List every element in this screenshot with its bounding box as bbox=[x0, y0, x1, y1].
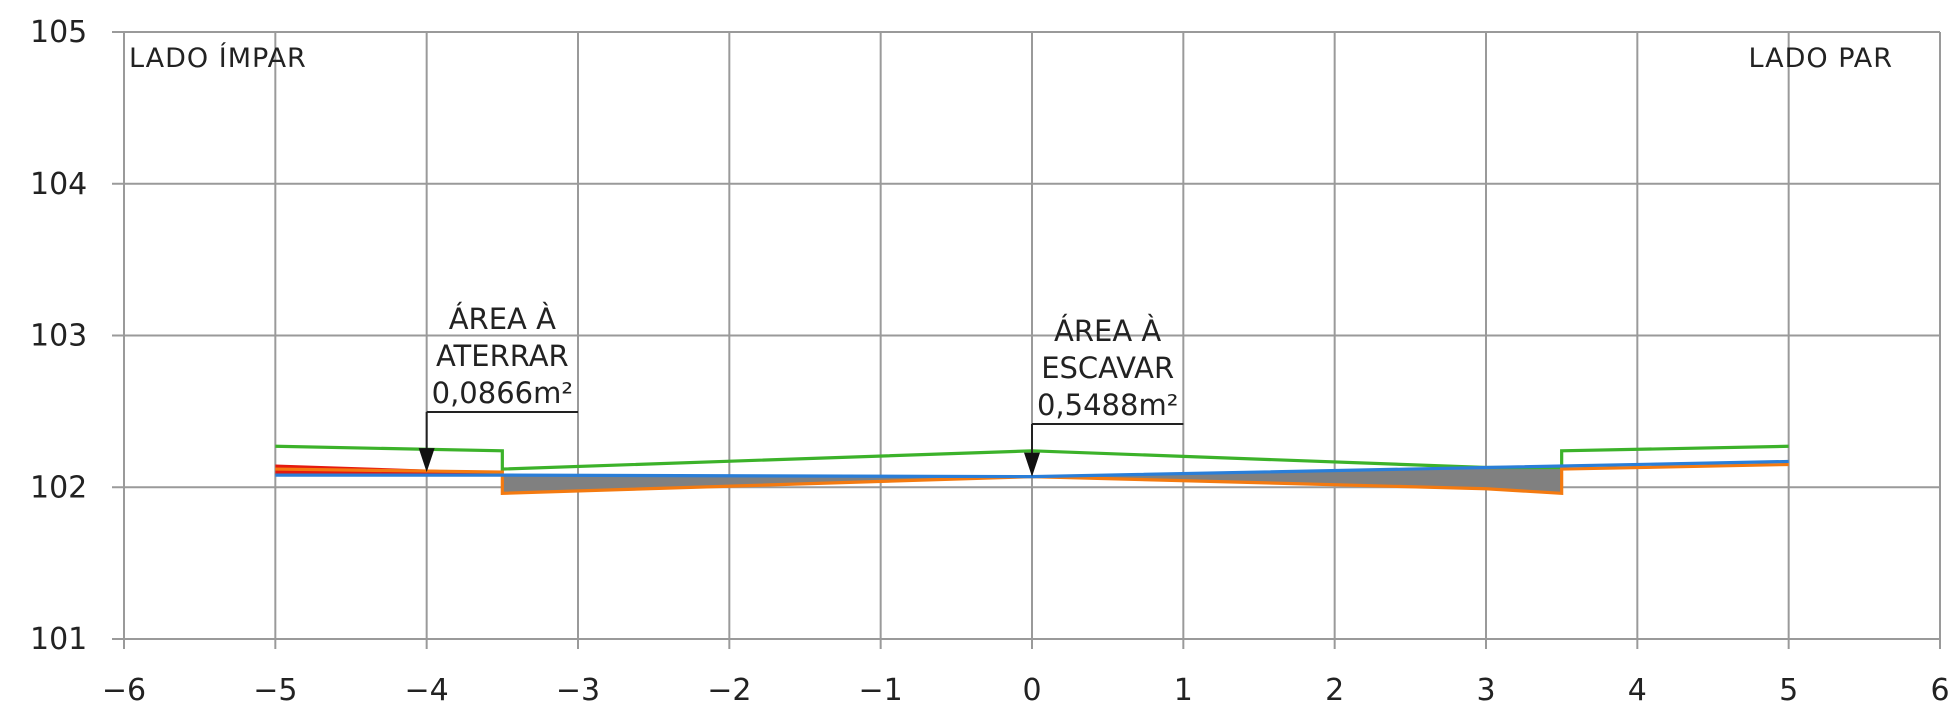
annotation-text: ÁREA À bbox=[1054, 314, 1161, 348]
x-tick-label: −6 bbox=[102, 673, 146, 708]
x-tick-label: −1 bbox=[859, 673, 903, 708]
x-tick-label: −2 bbox=[707, 673, 751, 708]
cut-area-region bbox=[502, 467, 1562, 494]
x-tick-label: 6 bbox=[1930, 673, 1949, 708]
grid bbox=[112, 31, 1941, 649]
x-tick-label: 4 bbox=[1628, 673, 1647, 708]
left-side-label: LADO ÍMPAR bbox=[129, 42, 307, 74]
y-tick-label: 105 bbox=[30, 15, 87, 50]
y-tick-label: 102 bbox=[30, 470, 87, 505]
y-tick-label: 101 bbox=[30, 622, 87, 657]
annotation-text: ÁREA À bbox=[449, 302, 556, 336]
annotation-text: ATERRAR bbox=[436, 339, 569, 373]
x-tick-label: 3 bbox=[1476, 673, 1495, 708]
x-tick-label: 5 bbox=[1779, 673, 1798, 708]
x-tick-label: −4 bbox=[405, 673, 449, 708]
x-tick-label: 1 bbox=[1174, 673, 1193, 708]
x-tick-label: −5 bbox=[253, 673, 297, 708]
right-side-label: LADO PAR bbox=[1748, 43, 1893, 74]
annotation-arrow bbox=[418, 448, 435, 473]
x-tick-label: −3 bbox=[556, 673, 600, 708]
design-profile-line bbox=[275, 444, 1789, 471]
annotation-text: ESCAVAR bbox=[1041, 351, 1174, 385]
axis-ticks: −6 −5 −4 −3 −2 −1 0 1 2 3 4 5 6 101 102 103 104 105 bbox=[30, 15, 1950, 708]
x-tick-label: 2 bbox=[1325, 673, 1344, 708]
x-tick-label: 0 bbox=[1022, 673, 1041, 708]
annotation-text: 0,5488m² bbox=[1037, 388, 1178, 422]
y-tick-label: 104 bbox=[30, 167, 87, 202]
annotation-text: 0,0866m² bbox=[432, 376, 573, 410]
annotation-arrow bbox=[1024, 452, 1040, 477]
y-tick-label: 103 bbox=[30, 319, 87, 354]
